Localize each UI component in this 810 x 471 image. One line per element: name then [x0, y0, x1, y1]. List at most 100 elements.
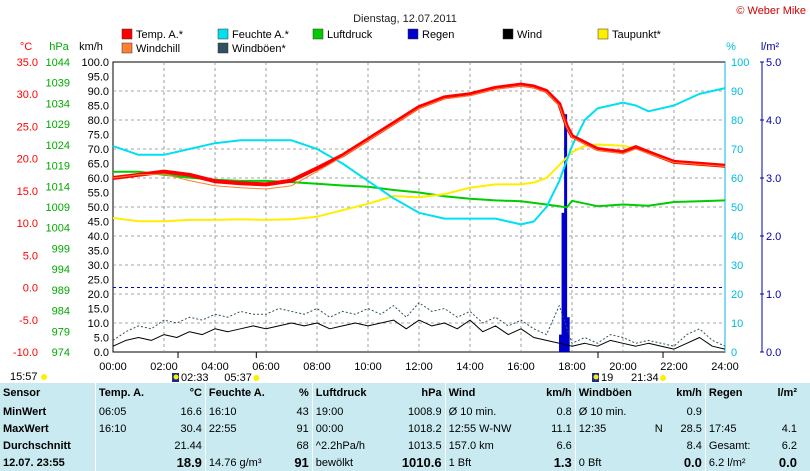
- gust-dir: [652, 403, 670, 420]
- tick-label-wind: 95.0: [88, 72, 109, 84]
- tick-label-rain: 1.0: [766, 289, 781, 301]
- tick-label-wind: 0.0: [94, 347, 109, 359]
- wind-label: 157.0 km: [444, 437, 534, 454]
- x-tick-label: 20:00: [609, 361, 637, 373]
- temp-time: [94, 454, 162, 471]
- x-tick-label: 00:00: [99, 361, 127, 373]
- pres-time: 00:00: [311, 420, 386, 437]
- series-line-wind: [112, 319, 726, 350]
- marker-label: 05:37: [224, 372, 252, 383]
- wind-value: 11.1: [551, 422, 572, 435]
- wind-label: Ø 10 min.: [444, 403, 534, 420]
- tick-label-temp: -10.0: [13, 347, 38, 359]
- tick-label-humidity: 40: [731, 231, 743, 243]
- tick-label-wind: 80.0: [88, 115, 109, 127]
- hum-time: 22:55: [204, 420, 286, 437]
- tick-label-pressure: 1034: [46, 98, 70, 110]
- axis-unit-pressure: hPa: [49, 41, 69, 53]
- tick-label-temp: 35.0: [17, 57, 38, 69]
- series-line-windchill: [112, 85, 726, 190]
- tick-label-temp: 0.0: [23, 283, 38, 295]
- tick-label-humidity: 100: [731, 57, 749, 69]
- pres-time: 19:00: [311, 403, 386, 420]
- hdr-wind-unit: km/h: [546, 387, 572, 399]
- tick-label-humidity: 0: [731, 347, 737, 359]
- axis-unit-humidity: %: [726, 41, 736, 53]
- wind-label: 1 Bft: [444, 454, 534, 471]
- tick-label-rain: 3.0: [766, 173, 781, 185]
- rain-label: 17:45: [704, 420, 768, 437]
- tick-label-temp: -5.0: [19, 315, 38, 327]
- axis-unit-temp: °C: [20, 41, 32, 53]
- series-line-windben: [112, 302, 726, 347]
- hdr-sensor: Sensor: [3, 387, 41, 399]
- tick-label-pressure: 1024: [46, 140, 70, 152]
- temp-time: 16:10: [94, 420, 162, 437]
- temp-value: 30.4: [180, 422, 202, 435]
- rain-label: 6.2 l/m²: [704, 454, 768, 471]
- tick-label-pressure: 994: [52, 264, 70, 276]
- tick-label-wind: 75.0: [88, 130, 109, 142]
- tick-label-wind: 65.0: [88, 159, 109, 171]
- gust-label: Ø 10 min.: [574, 403, 652, 420]
- x-tick-label: 22:00: [660, 361, 688, 373]
- temp-value: 21.44: [174, 439, 202, 452]
- marker-label: 15:57: [10, 371, 38, 383]
- legend-label: Windchill: [136, 43, 180, 55]
- legend-label: Temp. A.*: [136, 29, 184, 41]
- tick-label-wind: 70.0: [88, 144, 109, 156]
- tick-label-temp: 15.0: [17, 186, 38, 198]
- rain-label: Gesamt:: [704, 437, 768, 454]
- gust-dir: [652, 454, 670, 471]
- gust-value: 28.5: [680, 422, 702, 435]
- tick-label-humidity: 30: [731, 260, 743, 272]
- gust-dir: N: [654, 422, 663, 435]
- stats-header-row: Sensor Temp. A. °C Feuchte A. % Luftdruc…: [0, 383, 800, 403]
- rain-bar: [564, 114, 568, 352]
- gust-value: 0.0: [683, 455, 702, 470]
- tick-label-rain: 2.0: [766, 231, 781, 243]
- axis-unit-rain: l/m²: [761, 41, 780, 53]
- wind-value: 6.6: [556, 439, 572, 452]
- temp-time: 06:05: [94, 403, 162, 420]
- pres-value: 1013.5: [407, 439, 442, 452]
- row-label: MaxWert: [3, 422, 49, 435]
- abs-humidity: 14.76 g/m³: [204, 454, 286, 471]
- tick-label-pressure: 1014: [46, 181, 70, 193]
- tick-label-humidity: 60: [731, 173, 743, 185]
- gust-label: [574, 437, 652, 454]
- copyright: © Weber Mike: [736, 5, 806, 17]
- legend-swatch: [121, 28, 133, 40]
- hdr-gust: Windböen: [574, 383, 652, 403]
- moon-icon: [593, 374, 599, 380]
- hdr-rain-unit: l/m²: [777, 387, 797, 399]
- tick-label-rain: 0.0: [766, 347, 781, 359]
- tick-label-pressure: 984: [52, 306, 70, 318]
- tick-label-wind: 25.0: [88, 275, 109, 287]
- tick-label-wind: 60.0: [88, 173, 109, 185]
- hdr-wind: Wind: [444, 383, 534, 403]
- weather-chart: Dienstag, 12.07.2011 © Weber Mike Temp. A.…: [10, 5, 806, 383]
- tick-label-wind: 55.0: [88, 188, 109, 200]
- hdr-temp: Temp. A.: [94, 383, 162, 403]
- tick-label-humidity: 70: [731, 144, 743, 156]
- legend-label: Regen: [422, 29, 454, 41]
- tick-label-humidity: 90: [731, 86, 743, 98]
- rain-bar: [566, 317, 570, 352]
- legend-swatch: [597, 28, 609, 40]
- temp-time: [94, 437, 162, 454]
- x-tick-label: 12:00: [405, 361, 433, 373]
- sun-icon: [253, 375, 260, 381]
- pres-value: 1018.2: [407, 422, 442, 435]
- row-label: 12.07. 23:55: [3, 456, 65, 469]
- x-tick-label: 24:00: [711, 361, 739, 373]
- tick-label-humidity: 80: [731, 115, 743, 127]
- gust-dir: [652, 437, 670, 454]
- tick-label-temp: 10.0: [17, 218, 38, 230]
- legend-swatch: [217, 28, 229, 40]
- tick-label-pressure: 1039: [46, 78, 70, 90]
- tick-label-wind: 35.0: [88, 246, 109, 258]
- legend-swatch: [217, 42, 229, 54]
- tick-label-humidity: 10: [731, 318, 743, 330]
- pres-trend: ^2.2hPa/h: [311, 437, 386, 454]
